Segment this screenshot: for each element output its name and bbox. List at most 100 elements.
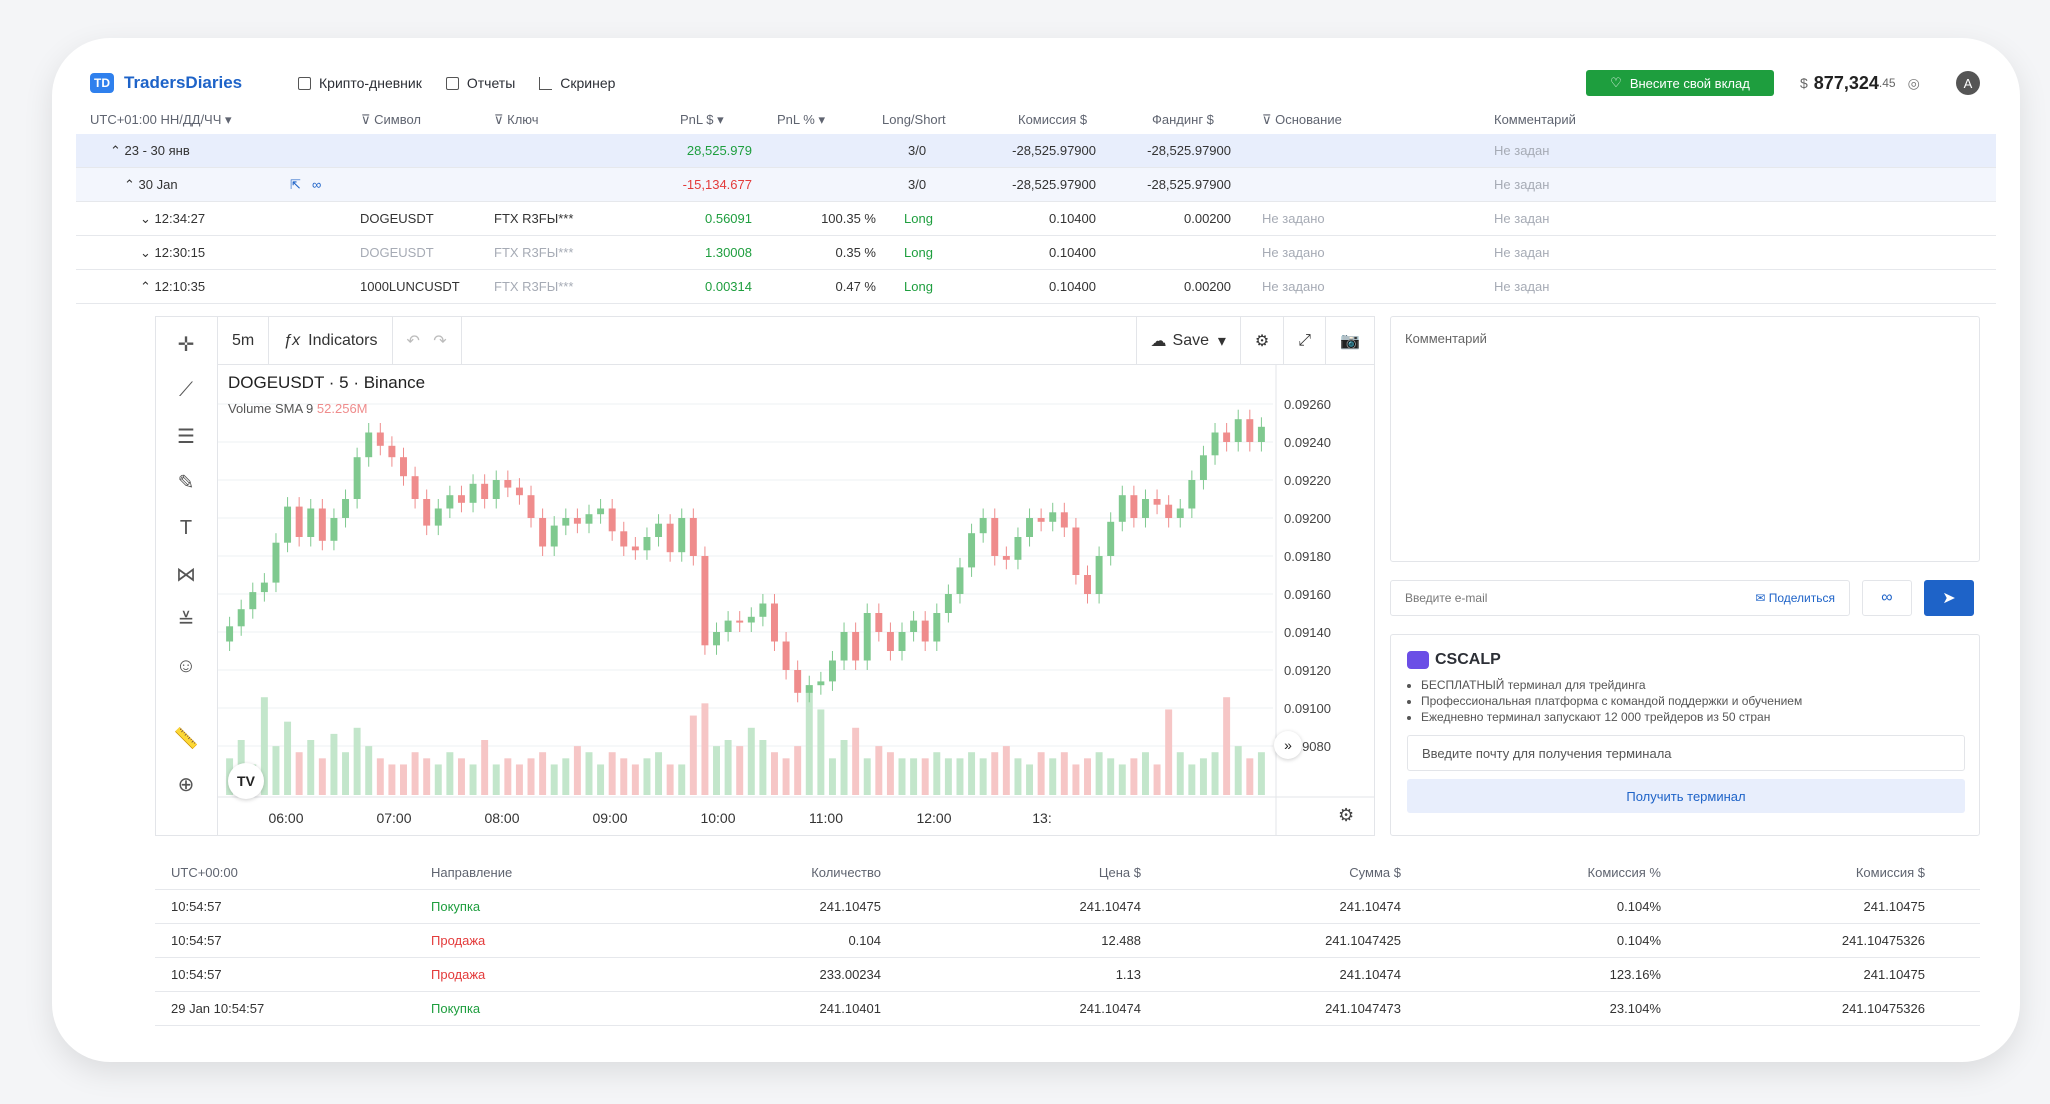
heart-icon: ♡ [1610,75,1622,90]
save-button[interactable]: ☁ Save ▾ [1135,316,1241,365]
brush-icon[interactable]: ✎ [177,471,195,494]
table-row[interactable]: ⌄ 12:34:27 DOGEUSDT FTX R3FЫ*** 0.56091 … [76,202,1996,236]
col-key[interactable]: ⊽ Ключ [494,112,539,127]
zoom-icon[interactable]: ⊕ [177,773,195,796]
candle [1072,527,1080,575]
volume-bar [1107,758,1115,795]
drawing-toolbar: ✛ ⟋ ☰ ✎ T ⋈ ≚ ☺ 📏 ⊕ [156,317,218,835]
table-row[interactable]: 10:54:57 Покупка 241.10475 241.10474 241… [155,890,1980,924]
candle [1026,518,1034,537]
nav-crypto-diary[interactable]: Крипто-дневник [298,75,422,91]
chart-plot[interactable]: 0.09260 0.09240 0.09220 0.09200 0.09180 0.091… [218,365,1374,835]
nav-screener[interactable]: Скринер [539,75,615,91]
candlestick-svg[interactable]: 0.09260 0.09240 0.09220 0.09200 0.09180 0.091… [218,365,1374,835]
col-commission[interactable]: Комиссия $ [1018,112,1088,127]
volume-bar [724,740,732,795]
open-external-icon[interactable]: ⇱ [290,177,301,192]
volume-bar [643,758,651,795]
crosshair-icon[interactable]: ✛ [177,333,195,356]
app-logo[interactable]: TD TradersDiaries [90,66,242,100]
settings-icon[interactable]: ⚙ [1241,316,1285,365]
col-pnl-pct[interactable]: PnL % ▾ [777,112,825,127]
col-basis[interactable]: ⊽ Основание [1262,112,1342,127]
chart-settings-icon[interactable]: ⚙ [1338,805,1355,825]
trendline-icon[interactable]: ⟋ [179,378,193,401]
interval-button[interactable]: 5m [218,316,270,365]
volume-bar [1118,764,1126,795]
table-row[interactable]: ⌄ 12:30:15 DOGEUSDT FTX R3FЫ*** 1.30008 … [76,236,1996,270]
deposit-button[interactable]: ♡ Внесите свой вклад [1586,70,1774,96]
undo-icon[interactable]: ↶ [406,332,420,350]
chart-icon [539,76,553,90]
logo-icon: TD [90,73,114,93]
candle [515,487,523,496]
nav-reports[interactable]: Отчеты [445,75,515,91]
volume-bar [400,764,407,795]
volume-bar [1153,764,1161,795]
table-row[interactable]: ⌃ 30 Jan ⇱ ∞ -15,134.677 3/0 -28,525.979… [76,168,1996,202]
volume-bar [1014,758,1022,795]
scroll-right-icon[interactable]: » [1274,731,1302,759]
volume-bar [631,764,639,795]
col-funding[interactable]: Фандинг $ [1152,112,1214,127]
tradingview-logo-icon[interactable]: TV [228,763,264,799]
table-row[interactable]: 10:54:57 Продажа 0.104 12.488 241.104742… [155,924,1980,958]
table-row[interactable]: ⌃ 23 - 30 янв 28,525.979 3/0 -28,525.979… [76,134,1996,168]
app-title: TradersDiaries [124,73,243,92]
fullscreen-icon[interactable]: ⤢ [1284,316,1327,365]
candle [933,613,941,642]
candle [411,476,419,499]
ruler-icon[interactable]: 📏 [173,727,199,750]
col-symbol[interactable]: ⊽ Символ [361,112,422,127]
pattern-icon[interactable]: ⋈ [176,563,196,586]
promo-card: CSCALP БЕСПЛАТНЫЙ терминал для трейдинга… [1390,634,1980,836]
trading-chart: ✛ ⟋ ☰ ✎ T ⋈ ≚ ☺ 📏 ⊕ 5m ƒx Indicators ↶ ↷ … [155,316,1375,836]
table-row[interactable]: ⌃ 12:10:35 1000LUNCUSDT FTX R3FЫ*** 0.00… [76,270,1996,304]
col-pnl[interactable]: PnL $ ▾ [680,112,724,127]
candle [678,518,686,553]
send-telegram-icon[interactable]: ➤ [1924,580,1974,616]
fib-lines-icon[interactable]: ☰ [177,425,195,448]
get-terminal-button[interactable]: Получить терминал [1407,779,1965,813]
copy-link-icon[interactable]: ∞ [1862,580,1912,616]
volume-bar [376,758,384,795]
comment-textarea[interactable]: Комментарий [1390,316,1980,562]
share-email-input[interactable]: Введите e-mail ✉ Поделиться [1390,580,1850,616]
volume-bar [1072,764,1080,795]
share-button[interactable]: ✉ Поделиться [1755,591,1835,605]
candle [886,632,894,651]
volume-bar [956,758,964,795]
avatar[interactable]: A [1956,71,1980,95]
main-nav: Крипто-дневник Отчеты Скринер [298,66,639,100]
col-time[interactable]: UTC+01:00 НН/ДД/ЧЧ ▾ [90,112,232,127]
emoji-icon[interactable]: ☺ [175,654,197,677]
candle [1257,426,1265,442]
hide-eye-icon[interactable]: ◎ [1907,74,1920,91]
candle [701,556,709,646]
volume-bar [423,758,431,795]
col-long-short[interactable]: Long/Short [882,112,946,127]
chart-title: DOGEUSDT · 5 · Binance [228,373,426,392]
candle [1118,495,1126,522]
candle [446,495,454,509]
volume-bar [747,727,755,795]
candle [1246,419,1254,442]
table-row[interactable]: 10:54:57 Продажа 233.00234 1.13 241.1047… [155,958,1980,992]
candle [759,603,767,617]
candle [469,483,477,503]
candle [226,626,234,642]
text-icon[interactable]: T [179,516,193,539]
promo-email-input[interactable]: Введите почту для получения терминала [1407,735,1965,771]
prediction-icon[interactable]: ≚ [177,609,195,632]
candle [863,613,871,661]
candle [1014,537,1022,560]
link-icon[interactable]: ∞ [312,177,322,192]
camera-icon[interactable]: 📷 [1340,332,1360,350]
candle [365,432,373,458]
redo-icon[interactable]: ↷ [433,332,447,350]
x-tick-label: 09:00 [592,810,627,826]
volume-bar [585,752,593,795]
table-row[interactable]: 29 Jan 10:54:57 Покупка 241.10401 241.10… [155,992,1980,1026]
volume-bar [1234,746,1242,795]
indicators-button[interactable]: ƒx Indicators [269,316,393,365]
